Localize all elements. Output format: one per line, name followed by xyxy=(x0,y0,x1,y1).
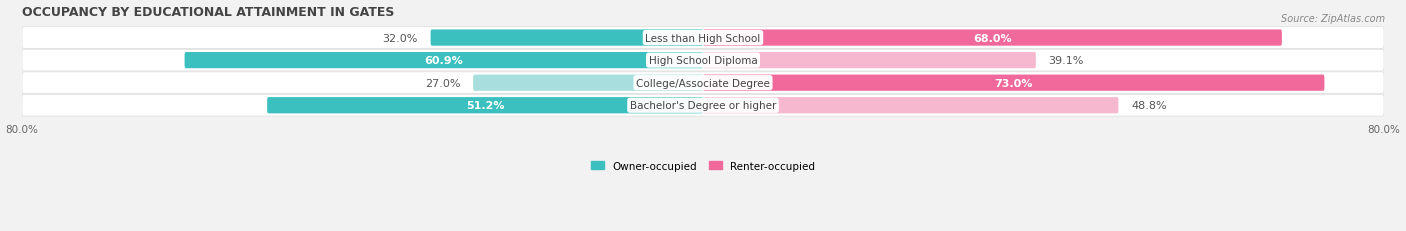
Legend: Owner-occupied, Renter-occupied: Owner-occupied, Renter-occupied xyxy=(586,157,820,175)
FancyBboxPatch shape xyxy=(22,28,1384,49)
FancyBboxPatch shape xyxy=(474,75,703,91)
FancyBboxPatch shape xyxy=(184,53,703,69)
Text: OCCUPANCY BY EDUCATIONAL ATTAINMENT IN GATES: OCCUPANCY BY EDUCATIONAL ATTAINMENT IN G… xyxy=(22,6,394,18)
Text: 68.0%: 68.0% xyxy=(973,33,1012,43)
Text: 51.2%: 51.2% xyxy=(465,101,505,111)
Text: 27.0%: 27.0% xyxy=(425,78,460,88)
Text: 39.1%: 39.1% xyxy=(1049,56,1084,66)
FancyBboxPatch shape xyxy=(22,95,1384,117)
FancyBboxPatch shape xyxy=(703,53,1036,69)
Text: 73.0%: 73.0% xyxy=(994,78,1033,88)
FancyBboxPatch shape xyxy=(703,75,1324,91)
FancyBboxPatch shape xyxy=(703,98,1118,114)
FancyBboxPatch shape xyxy=(430,30,703,46)
FancyBboxPatch shape xyxy=(703,30,1282,46)
Text: 32.0%: 32.0% xyxy=(382,33,418,43)
Text: Less than High School: Less than High School xyxy=(645,33,761,43)
Text: Bachelor's Degree or higher: Bachelor's Degree or higher xyxy=(630,101,776,111)
Text: Source: ZipAtlas.com: Source: ZipAtlas.com xyxy=(1281,14,1385,24)
Text: 60.9%: 60.9% xyxy=(425,56,463,66)
Text: 48.8%: 48.8% xyxy=(1132,101,1167,111)
FancyBboxPatch shape xyxy=(267,98,703,114)
Text: High School Diploma: High School Diploma xyxy=(648,56,758,66)
FancyBboxPatch shape xyxy=(22,50,1384,72)
Text: College/Associate Degree: College/Associate Degree xyxy=(636,78,770,88)
FancyBboxPatch shape xyxy=(22,73,1384,94)
